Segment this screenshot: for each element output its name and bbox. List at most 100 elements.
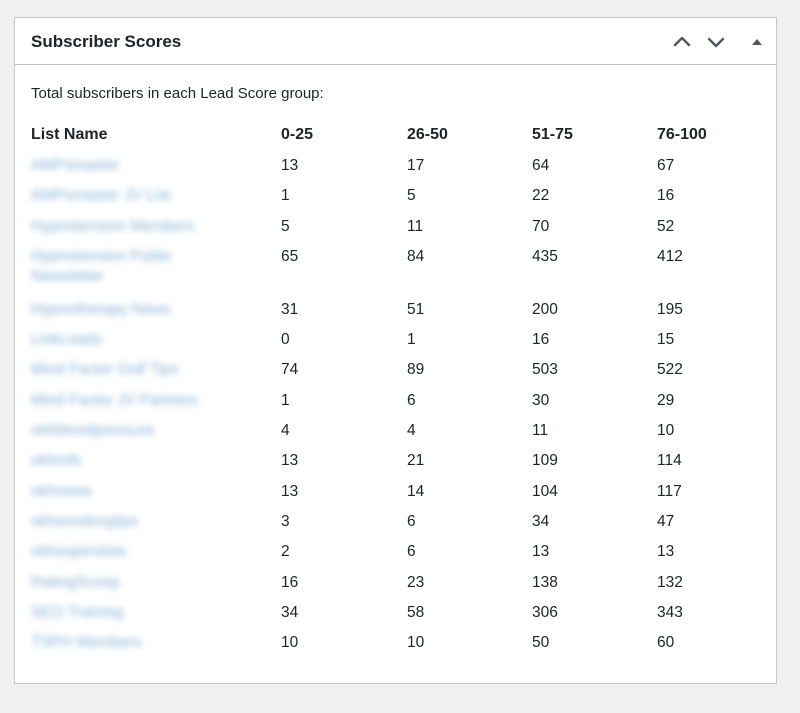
widget-header: Subscriber Scores bbox=[15, 18, 776, 65]
score-26-50-cell: 23 bbox=[407, 573, 425, 591]
list-name-link[interactable]: RatingScoop bbox=[31, 573, 120, 591]
score-76-100-cell: 10 bbox=[657, 422, 675, 440]
column-header-26-50: 26-50 bbox=[407, 126, 448, 143]
table-row: RatingScoop 16 23 138 132 bbox=[31, 567, 757, 597]
list-name-link[interactable]: Hypnotension Public Newsletter bbox=[31, 247, 173, 285]
list-name-link[interactable]: AMPsmaster JV List bbox=[31, 187, 171, 205]
list-name-link[interactable]: Hypnotherapy News bbox=[31, 300, 171, 318]
score-0-25-cell: 16 bbox=[281, 573, 299, 591]
score-51-75-cell: 30 bbox=[532, 391, 550, 409]
toggle-panel-button[interactable] bbox=[745, 30, 769, 54]
chevron-down-icon bbox=[707, 37, 725, 48]
score-76-100-cell: 132 bbox=[657, 573, 683, 591]
table-row: SEO Training 34 58 306 343 bbox=[31, 597, 757, 627]
score-51-75-cell: 503 bbox=[532, 361, 558, 379]
list-name-link[interactable]: Mind Factor Golf Tips bbox=[31, 361, 179, 379]
column-header-76-100: 76-100 bbox=[657, 126, 707, 143]
table-body: AMPsmaster 13 17 64 67 AMPsmaster JV List 1 5 22… bbox=[31, 150, 757, 657]
score-0-25-cell: 4 bbox=[281, 422, 290, 440]
list-name-cell: AMPsmaster JV List bbox=[31, 180, 281, 210]
list-name-link[interactable]: Hypnotension Members bbox=[31, 217, 195, 235]
list-name-link[interactable]: Mind Factor JV Partners bbox=[31, 391, 199, 409]
list-name-link[interactable]: okhmfs bbox=[31, 452, 81, 470]
table-row: okhnews 13 14 104 117 bbox=[31, 476, 757, 506]
score-51-75-cell: 138 bbox=[532, 573, 558, 591]
score-51-75-cell: 435 bbox=[532, 247, 558, 265]
score-26-50-cell: 4 bbox=[407, 422, 416, 440]
move-up-button[interactable] bbox=[670, 30, 694, 54]
list-name-link[interactable]: AMPsmaster bbox=[31, 157, 120, 174]
table-row: AMPsmaster 13 17 64 67 bbox=[31, 150, 757, 180]
list-name-cell: Hypnotension Public Newsletter bbox=[31, 241, 281, 294]
score-26-50-cell: 17 bbox=[407, 157, 425, 174]
table-header-row: List Name 0-25 26-50 51-75 76-100 bbox=[31, 120, 757, 150]
score-0-25-cell: 0 bbox=[281, 331, 290, 349]
score-51-75-cell: 16 bbox=[532, 331, 550, 349]
table-row: Hypnotension Members 5 11 70 52 bbox=[31, 211, 757, 241]
score-0-25-cell: 1 bbox=[281, 187, 290, 205]
list-name-cell: AMPsmaster bbox=[31, 150, 281, 180]
score-51-75-cell: 200 bbox=[532, 300, 558, 318]
list-name-link[interactable]: SEO Training bbox=[31, 603, 124, 621]
list-name-cell: RatingScoop bbox=[31, 567, 281, 597]
move-down-button[interactable] bbox=[704, 30, 728, 54]
score-76-100-cell: 15 bbox=[657, 331, 675, 349]
triangle-up-icon bbox=[752, 39, 762, 45]
list-name-cell: Hypnotherapy News bbox=[31, 294, 281, 324]
list-name-link[interactable]: okhbloodpressure bbox=[31, 422, 155, 440]
list-name-cell: Hypnotension Members bbox=[31, 211, 281, 241]
table-row: okhbloodpressure 4 4 11 10 bbox=[31, 415, 757, 445]
column-header-51-75: 51-75 bbox=[532, 126, 573, 143]
list-name-cell: LinkLeads bbox=[31, 324, 281, 354]
table-row: okhsuperslots 2 6 13 13 bbox=[31, 536, 757, 566]
score-76-100-cell: 29 bbox=[657, 391, 675, 409]
score-51-75-cell: 306 bbox=[532, 603, 558, 621]
list-name-link[interactable]: okhsuperslots bbox=[31, 543, 127, 561]
score-76-100-cell: 47 bbox=[657, 512, 675, 530]
table-row: Hypnotension Public Newsletter 65 84 435 412 bbox=[31, 241, 757, 294]
score-76-100-cell: 52 bbox=[657, 217, 675, 235]
score-76-100-cell: 195 bbox=[657, 300, 683, 318]
score-0-25-cell: 34 bbox=[281, 603, 299, 621]
list-name-link[interactable]: okhsmokingtips bbox=[31, 512, 138, 530]
score-26-50-cell: 84 bbox=[407, 247, 425, 265]
score-0-25-cell: 1 bbox=[281, 391, 290, 409]
table-row: Hypnotherapy News 31 51 200 195 bbox=[31, 294, 757, 324]
score-51-75-cell: 34 bbox=[532, 512, 550, 530]
list-name-link[interactable]: LinkLeads bbox=[31, 331, 102, 349]
score-0-25-cell: 31 bbox=[281, 300, 299, 318]
score-0-25-cell: 3 bbox=[281, 512, 290, 530]
score-26-50-cell: 58 bbox=[407, 603, 425, 621]
list-name-cell: TSPH Members bbox=[31, 627, 281, 657]
column-header-0-25: 0-25 bbox=[281, 126, 314, 143]
table-row: TSPH Members 10 10 50 60 bbox=[31, 627, 757, 657]
score-0-25-cell: 5 bbox=[281, 217, 290, 235]
list-name-cell: okhnews bbox=[31, 476, 281, 506]
table-row: AMPsmaster JV List 1 5 22 16 bbox=[31, 180, 757, 210]
score-51-75-cell: 22 bbox=[532, 187, 550, 205]
list-name-link[interactable]: TSPH Members bbox=[31, 634, 142, 652]
widget-title: Subscriber Scores bbox=[31, 32, 182, 51]
score-26-50-cell: 51 bbox=[407, 300, 425, 318]
score-76-100-cell: 13 bbox=[657, 543, 675, 561]
list-name-cell: Mind Factor Golf Tips bbox=[31, 354, 281, 384]
score-76-100-cell: 522 bbox=[657, 361, 683, 379]
score-26-50-cell: 14 bbox=[407, 482, 425, 500]
list-name-cell: SEO Training bbox=[31, 597, 281, 627]
score-76-100-cell: 60 bbox=[657, 634, 675, 652]
score-76-100-cell: 412 bbox=[657, 247, 683, 265]
score-76-100-cell: 16 bbox=[657, 187, 675, 205]
list-name-cell: okhsuperslots bbox=[31, 536, 281, 566]
list-name-cell: okhbloodpressure bbox=[31, 415, 281, 445]
score-76-100-cell: 67 bbox=[657, 157, 675, 174]
score-0-25-cell: 13 bbox=[281, 452, 299, 470]
list-name-link[interactable]: okhnews bbox=[31, 482, 93, 500]
score-51-75-cell: 50 bbox=[532, 634, 550, 652]
score-26-50-cell: 10 bbox=[407, 634, 425, 652]
score-76-100-cell: 343 bbox=[657, 603, 683, 621]
score-0-25-cell: 10 bbox=[281, 634, 299, 652]
score-0-25-cell: 74 bbox=[281, 361, 299, 379]
score-0-25-cell: 13 bbox=[281, 157, 299, 174]
score-51-75-cell: 64 bbox=[532, 157, 550, 174]
score-26-50-cell: 5 bbox=[407, 187, 416, 205]
